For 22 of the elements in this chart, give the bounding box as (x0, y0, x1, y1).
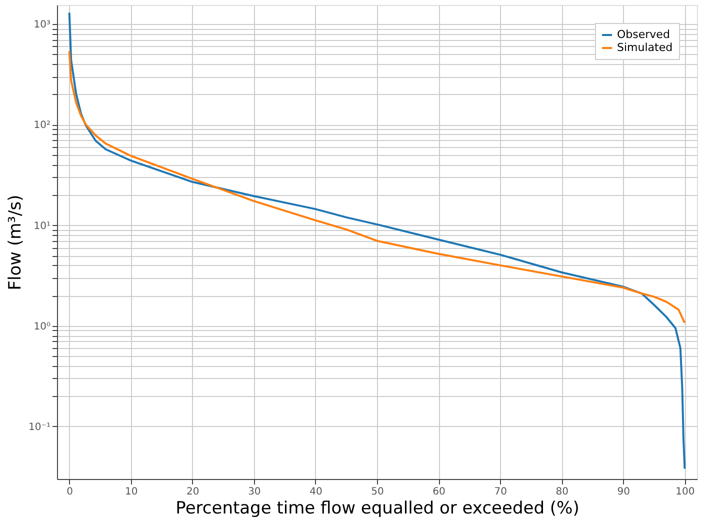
x-tick-label: 80 (556, 486, 568, 498)
x-tick-label: 0 (66, 486, 73, 498)
x-tick-label: 70 (494, 486, 507, 498)
legend-label: Observed (617, 28, 670, 41)
y-tick-label: 10¹ (34, 220, 50, 232)
y-tick-label: 10² (34, 120, 50, 132)
x-tick-label: 60 (432, 486, 446, 498)
y-tick-label: 10⁻¹ (28, 422, 50, 433)
line-series (68, 50, 686, 324)
x-tick-label: 40 (310, 486, 322, 498)
legend-label: Simulated (617, 41, 673, 54)
line-series (68, 12, 686, 470)
y-axis-title: Flow (m³/s) (5, 194, 26, 290)
x-tick-label: 100 (676, 486, 695, 498)
x-tick-label: 20 (186, 486, 200, 498)
x-tick-label: 50 (371, 486, 384, 498)
y-tick-label: 10⁰ (34, 321, 50, 332)
x-axis-title: Percentage time flow equalled or exceeded (%) (176, 498, 580, 518)
x-tick-label: 90 (617, 486, 630, 498)
x-tick-label: 10 (124, 486, 138, 498)
x-tick-label: 30 (248, 486, 261, 498)
y-tick-label: 10³ (34, 20, 50, 31)
